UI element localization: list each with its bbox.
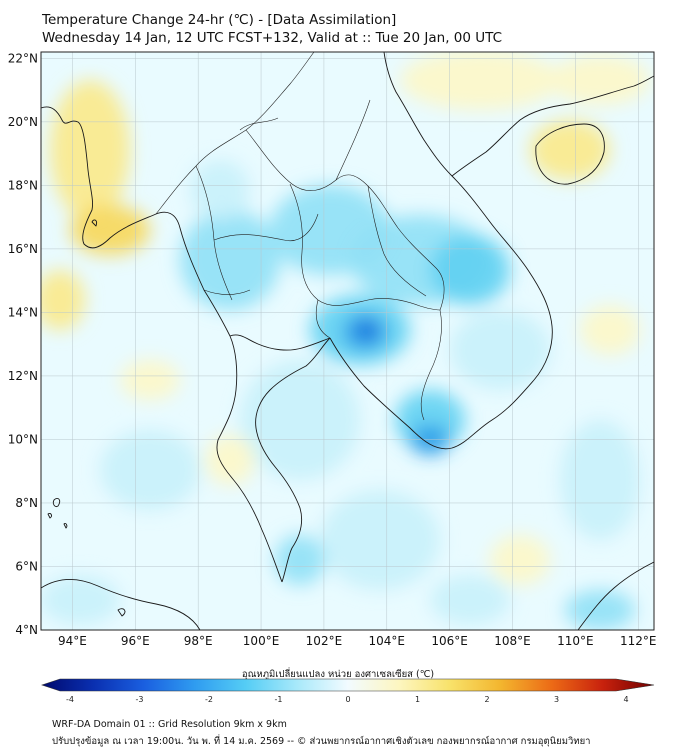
- field-blob: [560, 420, 640, 540]
- colorbar-tick-label: 1: [415, 695, 420, 704]
- field-blob: [450, 310, 550, 390]
- latitude-label: 14°N: [8, 305, 38, 319]
- field-blob: [70, 205, 150, 255]
- field-blob: [357, 321, 377, 339]
- longitude-label: 106°E: [431, 634, 468, 648]
- colorbar-gradient: [41, 678, 655, 692]
- field-blob: [120, 360, 180, 400]
- colorbar-title: อุณหภูมิเปลี่ยนแปลง หน่วย องศาเซลเซียส (…: [241, 669, 435, 680]
- latitude-label: 6°N: [15, 559, 38, 573]
- field-blob: [430, 235, 510, 305]
- field-layer: [41, 52, 654, 630]
- colorbar-tick-label: 4: [623, 695, 628, 704]
- longitude-label: 110°E: [557, 634, 594, 648]
- field-blob: [430, 575, 510, 625]
- longitude-label: 96°E: [121, 634, 150, 648]
- coastlines-and-borders: [41, 52, 654, 630]
- colorbar-tick-label: -1: [275, 695, 283, 704]
- field-blob: [41, 270, 85, 330]
- colorbar-tick-label: -4: [66, 695, 74, 704]
- longitude-label: 100°E: [243, 634, 280, 648]
- latitude-label: 18°N: [8, 178, 38, 192]
- admin-borders: [155, 52, 445, 421]
- latitude-label: 8°N: [15, 496, 38, 510]
- latitude-label: 20°N: [8, 115, 38, 129]
- longitude-label: 112°E: [620, 634, 657, 648]
- field-blob: [490, 535, 550, 585]
- field-blob: [550, 55, 650, 105]
- temperature-change-map: 22°N 20°N 18°N 16°N 14°N 12°N 10°N 8°N 6°N 4°N 94…: [8, 51, 657, 648]
- longitude-label: 102°E: [306, 634, 343, 648]
- longitude-label: 108°E: [494, 634, 531, 648]
- longitude-label: 98°E: [184, 634, 213, 648]
- field-blob: [205, 435, 255, 485]
- colorbar-tick-label: 3: [554, 695, 559, 704]
- field-blob: [41, 575, 120, 625]
- latitude-label: 22°N: [8, 51, 38, 65]
- plot-frame: [40, 51, 655, 631]
- field-blob: [410, 425, 450, 455]
- longitude-label: 104°E: [369, 634, 406, 648]
- longitude-label: 94°E: [58, 634, 87, 648]
- latitude-label: 16°N: [8, 242, 38, 256]
- field-blob: [190, 160, 250, 220]
- colorbar-tick-label: -2: [205, 695, 213, 704]
- latitude-label: 4°N: [15, 623, 38, 637]
- field-blob: [320, 490, 440, 590]
- field-blob: [50, 80, 130, 220]
- colorbar-tick-label: 2: [484, 695, 489, 704]
- footer-credit: ปรับปรุงข้อมูล ณ เวลา 19:00น. วัน พ. ที่…: [52, 736, 591, 747]
- field-blob: [240, 360, 360, 480]
- map-title: Temperature Change 24-hr (℃) - [Data Ass…: [42, 12, 397, 28]
- colorbar-tick-label: 0: [345, 695, 350, 704]
- colorbar: -4 -3 -2 -1 0 1 2 3 4: [41, 678, 655, 704]
- field-blob: [275, 535, 325, 585]
- colorbar-tick-label: -3: [136, 695, 144, 704]
- latitude-label: 12°N: [8, 369, 38, 383]
- field-blob: [565, 590, 635, 630]
- field-blob: [400, 52, 560, 110]
- latitude-label: 10°N: [8, 432, 38, 446]
- field-blob: [100, 430, 200, 510]
- field-blob: [530, 120, 610, 180]
- map-subtitle: Wednesday 14 Jan, 12 UTC FCST+132, Valid…: [42, 30, 503, 46]
- footer-domain-info: WRF-DA Domain 01 :: Grid Resolution 9km …: [52, 719, 287, 730]
- graticule: [41, 52, 654, 630]
- field-blob: [580, 305, 640, 355]
